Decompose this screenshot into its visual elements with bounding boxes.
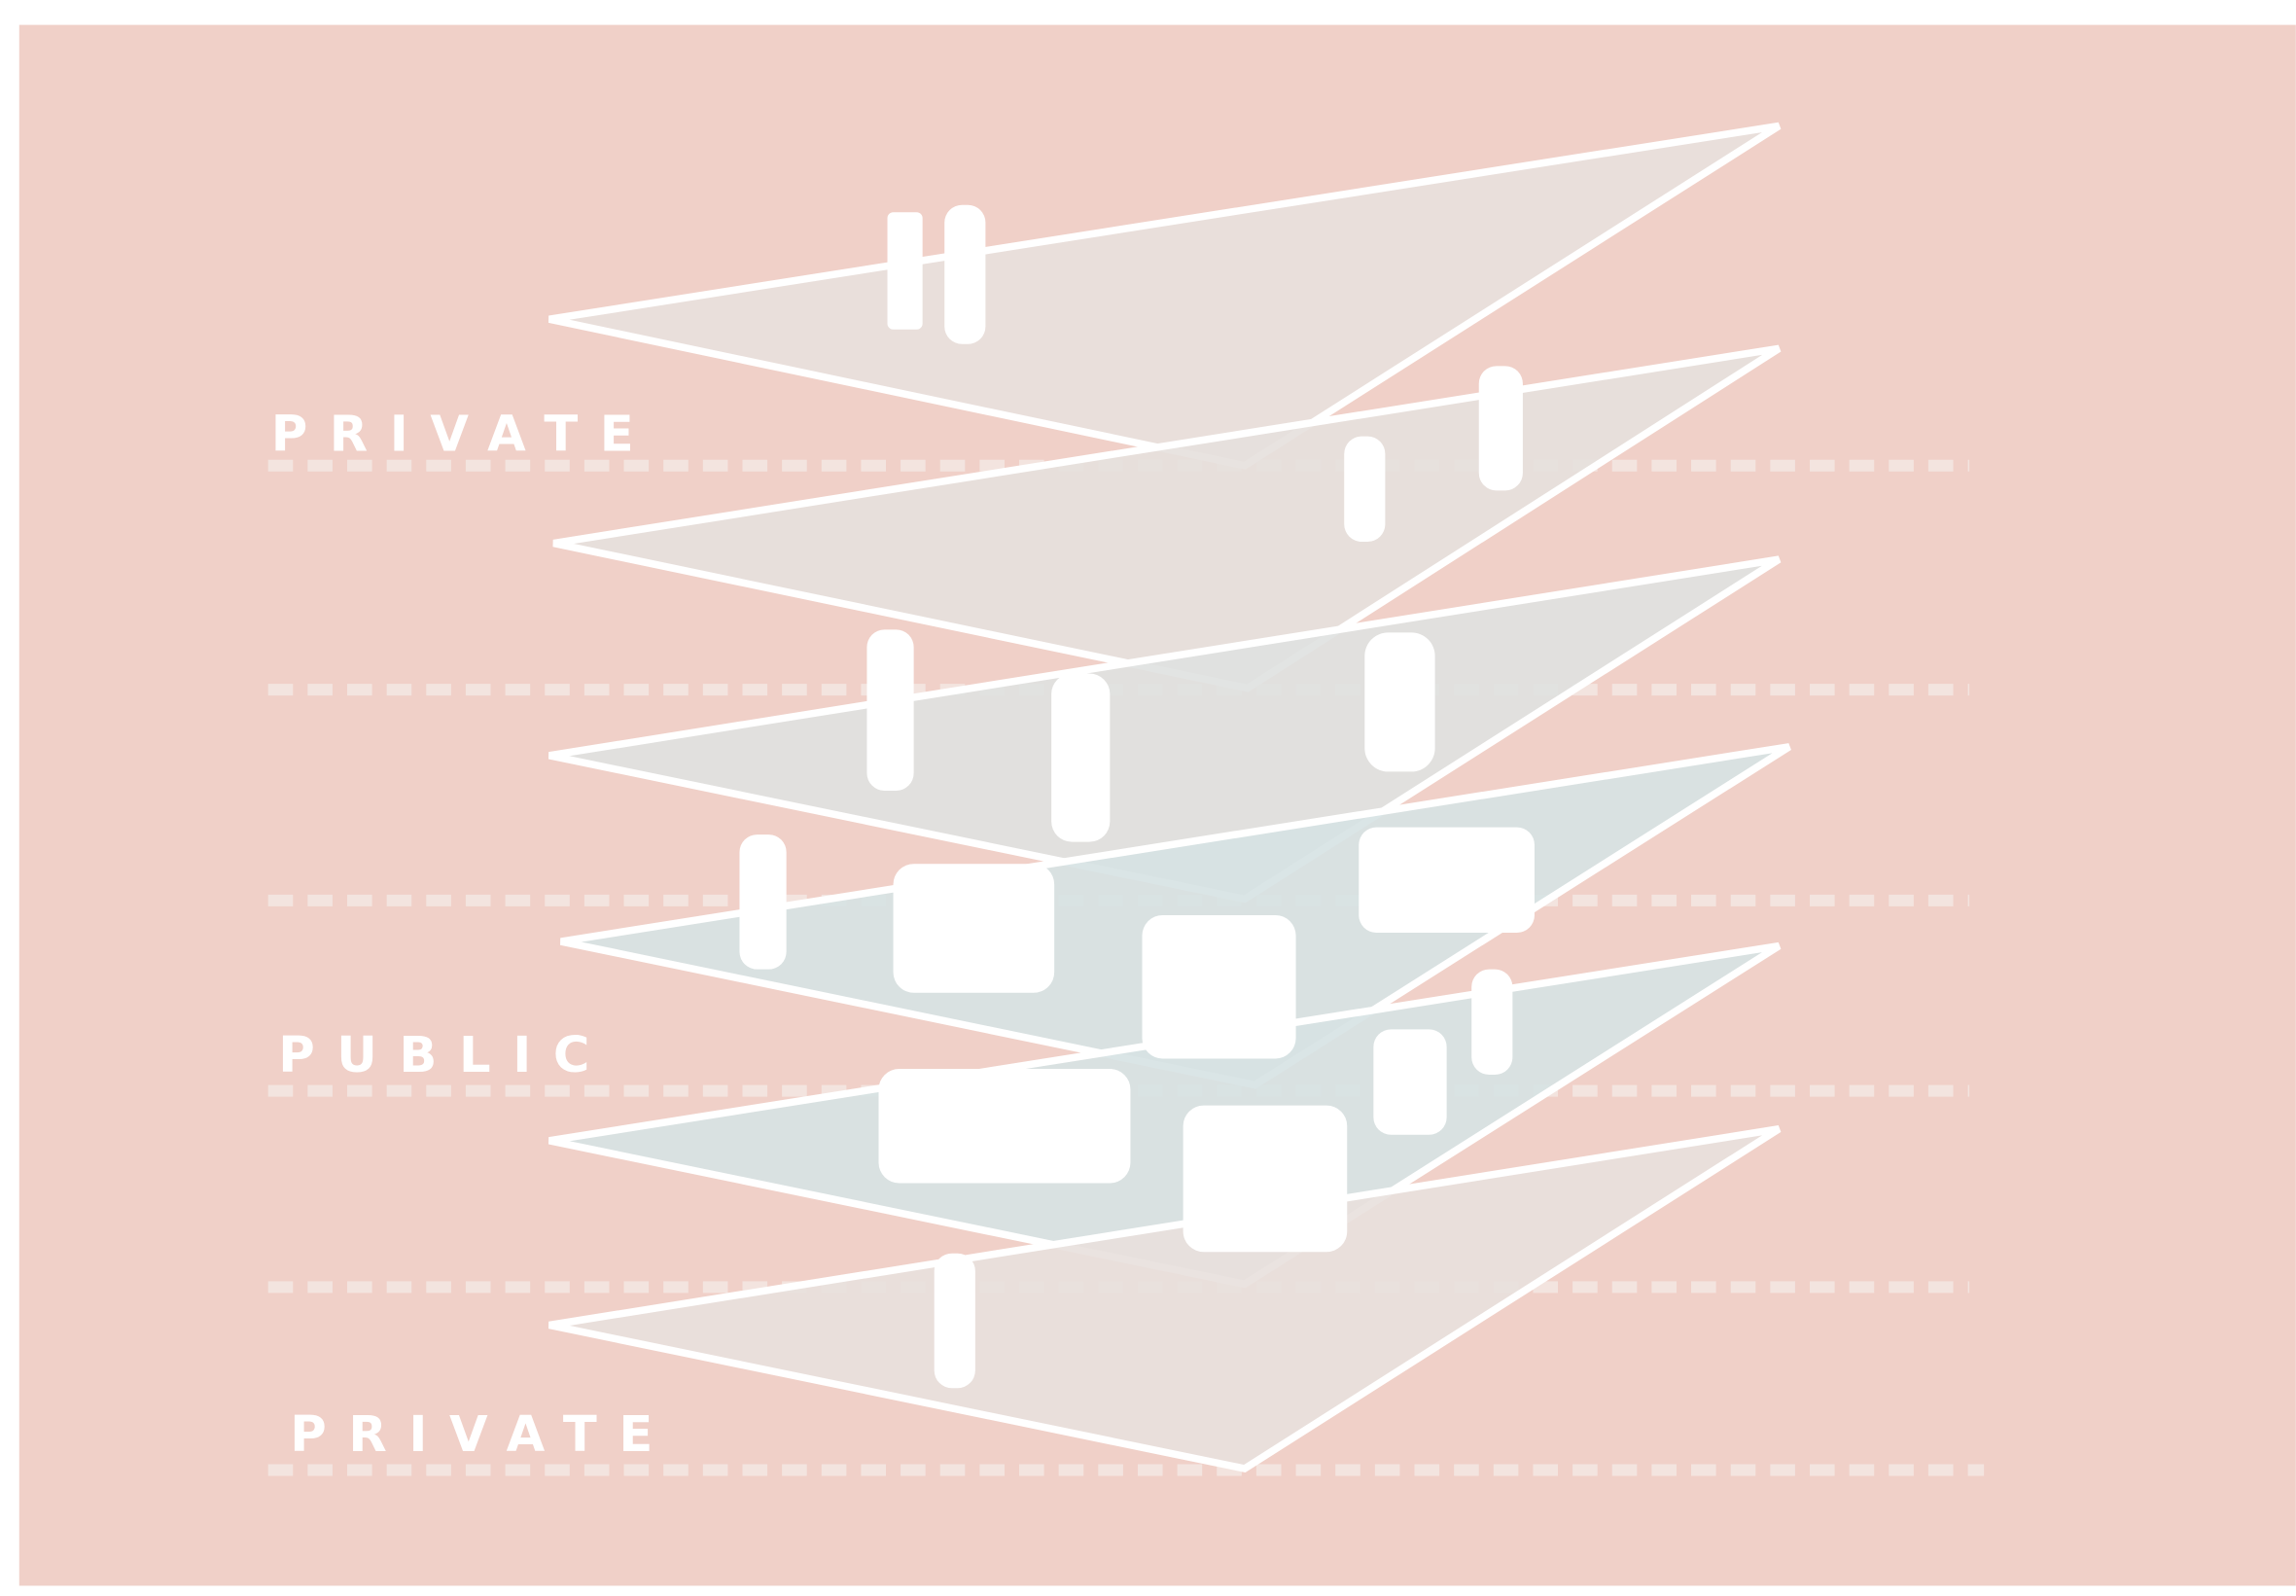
person	[1344, 436, 1386, 543]
person	[739, 834, 787, 970]
person	[934, 1253, 975, 1389]
group	[893, 864, 1055, 993]
plane	[548, 122, 1782, 470]
group	[1359, 827, 1535, 934]
group	[1373, 1029, 1447, 1135]
person	[944, 204, 986, 344]
plane	[552, 344, 1782, 692]
person	[1471, 969, 1513, 1076]
plane	[548, 1125, 1782, 1473]
person	[1478, 366, 1523, 491]
zone-label: PUBLIC	[278, 1026, 612, 1084]
person	[1364, 632, 1435, 772]
group	[878, 1069, 1131, 1184]
person	[866, 629, 914, 791]
group	[1183, 1105, 1348, 1253]
people	[739, 204, 1535, 1389]
plane	[548, 555, 1782, 904]
zone-label: PRIVATE	[290, 1405, 675, 1464]
easel	[887, 212, 923, 330]
group	[1142, 914, 1296, 1059]
person	[1051, 673, 1111, 842]
zone-label: PRIVATE	[271, 406, 656, 464]
